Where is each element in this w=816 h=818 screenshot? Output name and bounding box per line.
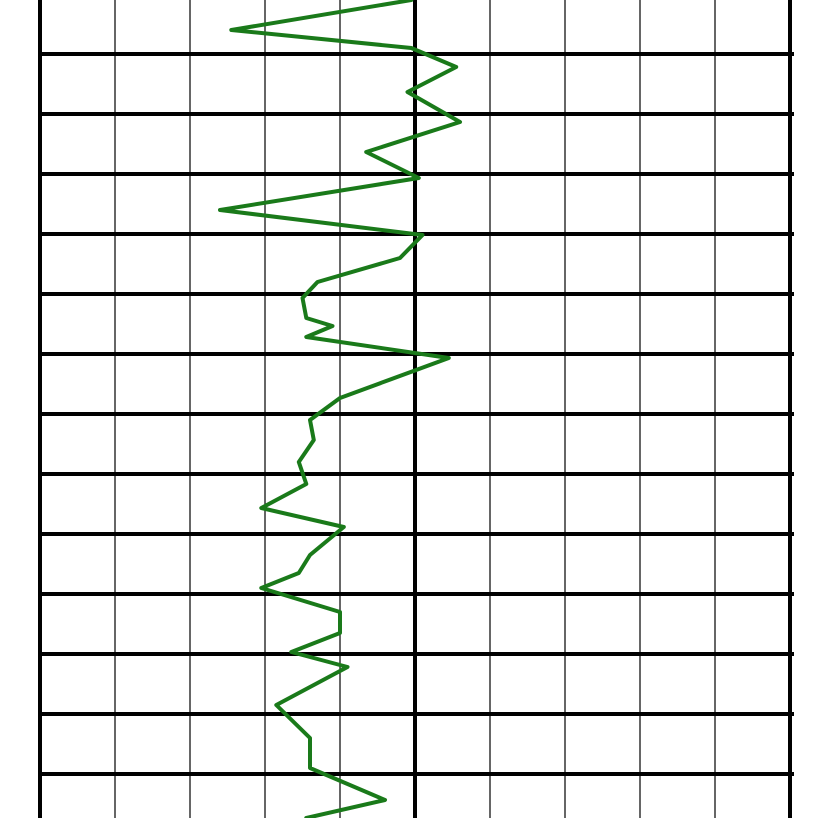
series-layer xyxy=(218,0,462,818)
series-line-1 xyxy=(218,0,462,818)
